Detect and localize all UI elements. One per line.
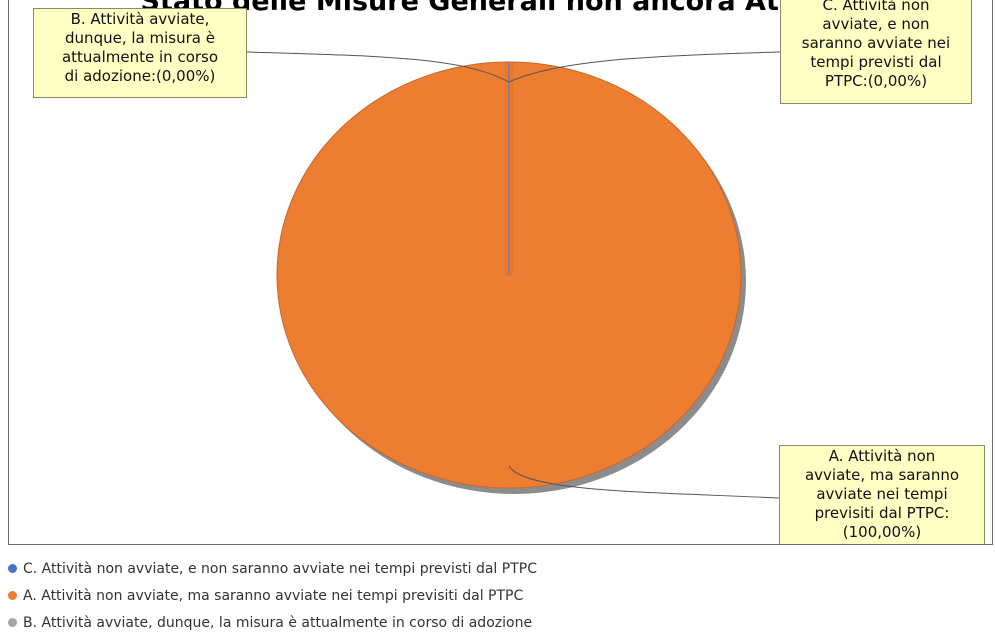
leader-line-c bbox=[508, 51, 781, 83]
callout-line: avviate, ma saranno bbox=[804, 466, 960, 484]
zero-slice-seam bbox=[505, 61, 513, 276]
pie-chart bbox=[246, 51, 781, 499]
callout-slice-c: C. Attività non avviate, e non saranno avv… bbox=[780, 0, 972, 104]
callout-slice-a: A. Attività non avviate, ma saranno avviat… bbox=[779, 445, 985, 544]
chart-title: Stato delle Misure Generali non ancora A… bbox=[140, 0, 861, 17]
legend-label: A. Attività non avviate, ma saranno avvi… bbox=[23, 587, 524, 604]
callout-line: dunque, la misura è bbox=[65, 29, 215, 47]
leader-line-b bbox=[246, 51, 510, 83]
callout-line: saranno avviate nei bbox=[801, 34, 951, 52]
callout-line: tempi previsti dal bbox=[810, 53, 942, 71]
callout-line: (100,00%) bbox=[842, 523, 922, 541]
callout-line: avviate, e non bbox=[822, 15, 930, 33]
legend-swatch bbox=[8, 564, 17, 573]
legend-item: C. Attività non avviate, e non saranno a… bbox=[8, 555, 988, 582]
legend-label: C. Attività non avviate, e non saranno a… bbox=[23, 560, 537, 577]
legend-swatch bbox=[8, 618, 17, 627]
callout-line: A. Attività non bbox=[828, 447, 936, 465]
callout-line: C. Attività non bbox=[822, 0, 930, 14]
legend-item: A. Attività non avviate, ma saranno avvi… bbox=[8, 582, 988, 609]
callout-line: di adozione:(0,00%) bbox=[64, 67, 216, 85]
callout-line: B. Attività avviate, bbox=[70, 10, 210, 28]
callout-line: PTPC:(0,00%) bbox=[824, 72, 928, 90]
legend: C. Attività non avviate, e non saranno a… bbox=[8, 555, 988, 636]
legend-label: B. Attività avviate, dunque, la misura è… bbox=[23, 614, 533, 631]
legend-swatch bbox=[8, 591, 17, 600]
callout-line: avviate nei tempi bbox=[816, 485, 948, 503]
chart-frame: Stato delle Misure Generali non ancora A… bbox=[8, 0, 993, 545]
leader-line-a bbox=[508, 465, 780, 499]
callout-line: attualmente in corso bbox=[61, 48, 219, 66]
legend-item: B. Attività avviate, dunque, la misura è… bbox=[8, 609, 988, 636]
callout-line: previsiti dal PTPC: bbox=[814, 504, 950, 522]
